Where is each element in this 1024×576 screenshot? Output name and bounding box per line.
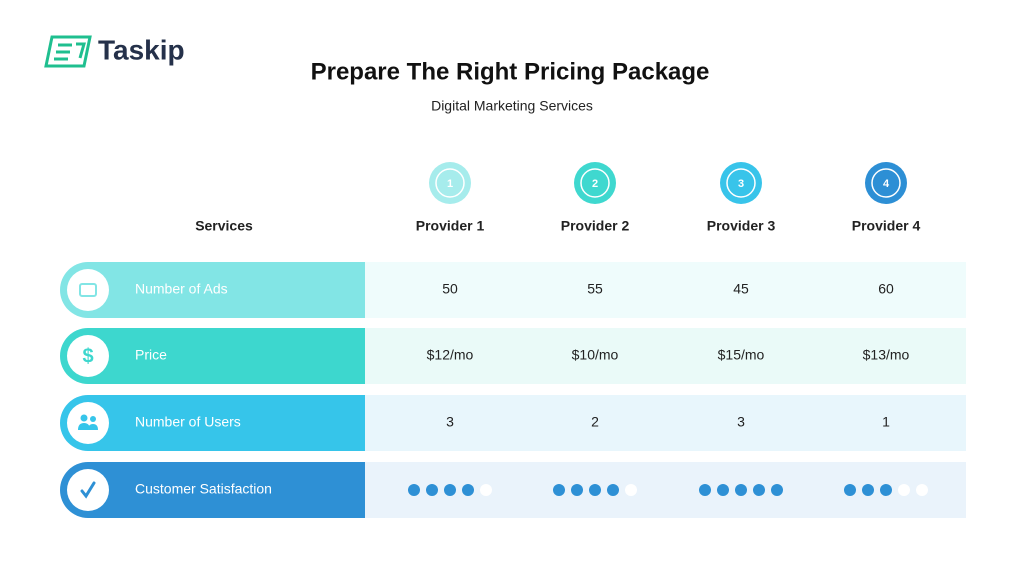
row-icon-circle [67, 335, 109, 377]
row-background [365, 395, 966, 451]
row-icon: $ [82, 345, 93, 367]
cell-value: 45 [733, 281, 749, 297]
provider-badge [574, 162, 616, 204]
cell-value: $15/mo [718, 347, 765, 363]
row-icon-circle [67, 402, 109, 444]
icon-users-head [80, 414, 88, 422]
cell-value: 3 [737, 414, 745, 430]
rating-dot [699, 484, 711, 496]
rating [408, 484, 492, 496]
provider-number: 1 [447, 178, 453, 190]
cell-value: 60 [878, 281, 894, 297]
icon-check [80, 481, 96, 499]
row-background [365, 262, 966, 318]
row-label: Number of Users [135, 414, 241, 430]
subtitle: Digital Marketing Services [431, 98, 593, 114]
icon-users-head [90, 416, 96, 422]
rating-dot [625, 484, 637, 496]
row-background [365, 328, 966, 384]
row-icon [79, 283, 97, 297]
logo-text: Taskip [98, 34, 185, 65]
rating-dot [880, 484, 892, 496]
cell-value: $12/mo [427, 347, 474, 363]
provider-badge-ring [871, 168, 901, 198]
cell-value: 3 [446, 414, 454, 430]
provider-badge-ring [580, 168, 610, 198]
rating-dot [916, 484, 928, 496]
cell-value: 1 [882, 414, 890, 430]
icon-ads [79, 283, 97, 297]
rating-dot [898, 484, 910, 496]
provider-badge [720, 162, 762, 204]
cell-value: 2 [591, 414, 599, 430]
row-icon [80, 481, 96, 499]
icon-users [78, 423, 98, 430]
rating-dot [408, 484, 420, 496]
rating-dot [844, 484, 856, 496]
provider-badge-ring [435, 168, 465, 198]
rating [844, 484, 928, 496]
cell-value: $10/mo [572, 347, 619, 363]
rating-dot [771, 484, 783, 496]
provider-badge-ring [726, 168, 756, 198]
cell-value: $13/mo [863, 347, 910, 363]
title: Prepare The Right Pricing Package [311, 58, 710, 85]
row-icon-circle [67, 269, 109, 311]
row-label: Customer Satisfaction [135, 481, 272, 497]
rating-dot [462, 484, 474, 496]
row-label-pill [60, 262, 365, 318]
row-label-pill [60, 328, 365, 384]
provider-badge [865, 162, 907, 204]
rating-dot [426, 484, 438, 496]
rating-dot [444, 484, 456, 496]
rating-dot [571, 484, 583, 496]
rating-dot [862, 484, 874, 496]
provider-name: Provider 2 [561, 218, 630, 234]
rating [699, 484, 783, 496]
row-label-pill [60, 462, 365, 518]
logo-icon [44, 35, 92, 68]
provider-name: Provider 1 [416, 218, 485, 234]
rating-dot [607, 484, 619, 496]
provider-number: 2 [592, 178, 598, 190]
services-label: Services [195, 218, 253, 234]
row-label-pill [60, 395, 365, 451]
provider-number: 3 [738, 178, 744, 190]
provider-number: 4 [883, 178, 890, 190]
rating-dot [589, 484, 601, 496]
row-icon [78, 414, 98, 430]
rating-dot [735, 484, 747, 496]
provider-name: Provider 3 [707, 218, 776, 234]
row-label: Price [135, 347, 167, 363]
rating [553, 484, 637, 496]
cell-value: 55 [587, 281, 603, 297]
rating-dot [480, 484, 492, 496]
rating-dot [553, 484, 565, 496]
provider-badge [429, 162, 471, 204]
rating-dot [753, 484, 765, 496]
cell-value: 50 [442, 281, 458, 297]
row-label: Number of Ads [135, 281, 228, 297]
icon-price: $ [82, 345, 93, 367]
provider-name: Provider 4 [852, 218, 921, 234]
rating-dot [717, 484, 729, 496]
